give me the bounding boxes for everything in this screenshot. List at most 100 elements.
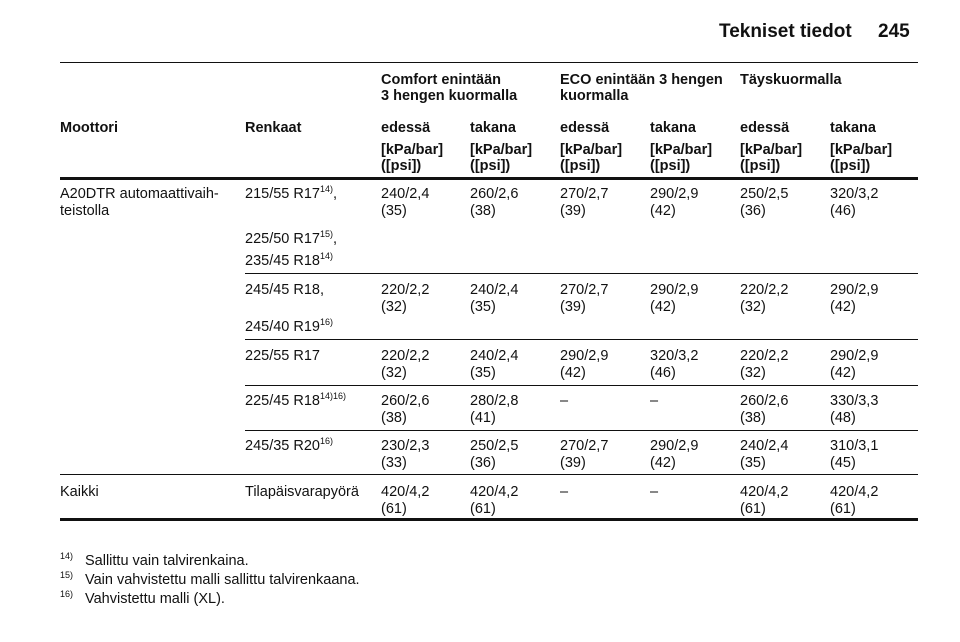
pressure: 320/3,2 [830, 186, 879, 202]
tyre-size: 245/35 R20 [245, 438, 320, 454]
footnote-ref: 14) [319, 251, 333, 261]
tyre-size: 225/50 R17 [245, 231, 320, 247]
pressure: 420/4,2 [830, 484, 879, 500]
footnote-ref: 14) [319, 184, 333, 194]
pressure: 290/2,9 [830, 348, 879, 364]
footnote-ref: 14)16) [319, 391, 346, 401]
tyre: 225/55 R17 [245, 348, 320, 365]
tyre: 225/45 R1814)16) [245, 391, 346, 410]
column-header: Renkaat [245, 120, 302, 136]
group-header: ECO enintään 3 hengen [560, 72, 723, 88]
footnote-mark: 14) [60, 551, 74, 561]
pressure: (42) [650, 299, 676, 315]
column-header: takana [470, 120, 516, 136]
rule [60, 177, 918, 180]
pressure: 240/2,4 [740, 438, 789, 454]
tyre-size: 245/40 R19 [245, 319, 320, 335]
tyre-size: 235/45 R18 [245, 253, 320, 269]
pressure: (35) [470, 299, 496, 315]
column-header: edessä [740, 120, 790, 136]
engine: Kaikki [60, 484, 99, 500]
pressure: – [560, 484, 569, 500]
unit-header: ([psi]) [650, 158, 691, 174]
page-title: Tekniset tiedot [719, 21, 852, 42]
tyre: 225/50 R1715), [245, 229, 338, 248]
pressure: (38) [381, 410, 407, 426]
pressure: 240/2,4 [470, 282, 519, 298]
pressure: 270/2,7 [560, 186, 609, 202]
pressure: (61) [381, 501, 407, 517]
column-header: edessä [381, 120, 431, 136]
pressure: (32) [740, 365, 766, 381]
pressure: (42) [650, 455, 676, 471]
column-header: edessä [560, 120, 610, 136]
pressure: 290/2,9 [560, 348, 609, 364]
footnote-mark: 15) [60, 570, 74, 580]
pressure: 290/2,9 [650, 186, 699, 202]
pressure: (42) [830, 365, 856, 381]
pressure: 280/2,8 [470, 393, 519, 409]
unit-header: ([psi]) [470, 158, 511, 174]
unit-header: [kPa/bar] [650, 142, 713, 158]
unit-header: [kPa/bar] [830, 142, 893, 158]
pressure: (32) [381, 365, 407, 381]
rule [245, 385, 918, 386]
rule [60, 474, 918, 475]
unit-header: [kPa/bar] [740, 142, 803, 158]
group-header: Comfort enintään [381, 72, 502, 88]
pressure: 220/2,2 [381, 348, 430, 364]
unit-header: [kPa/bar] [560, 142, 623, 158]
pressure: (61) [740, 501, 766, 517]
pressure: 330/3,3 [830, 393, 879, 409]
group-header: kuormalla [560, 88, 629, 104]
pressure: (42) [560, 365, 586, 381]
pressure: (35) [740, 455, 766, 471]
rule [245, 339, 918, 340]
rule [60, 518, 918, 521]
pressure: 220/2,2 [381, 282, 430, 298]
pressure: 260/2,6 [470, 186, 519, 202]
column-header: takana [650, 120, 696, 136]
tyre: 215/55 R1714), [245, 184, 338, 203]
pressure: 230/2,3 [381, 438, 430, 454]
footnote-text: Vain vahvistettu malli sallittu talviren… [85, 572, 360, 588]
pressure: 290/2,9 [830, 282, 879, 298]
unit-header: ([psi]) [560, 158, 601, 174]
footnote-ref: 15) [319, 229, 333, 239]
pressure: (35) [470, 365, 496, 381]
pressure: (42) [650, 203, 676, 219]
separator: , [333, 231, 338, 247]
unit-header: ([psi]) [740, 158, 781, 174]
group-header: Täyskuormalla [740, 72, 842, 88]
pressure: (32) [381, 299, 407, 315]
unit-header: [kPa/bar] [381, 142, 444, 158]
pressure: (42) [830, 299, 856, 315]
separator: , [333, 186, 338, 202]
pressure: 240/2,4 [381, 186, 430, 202]
pressure: 260/2,6 [740, 393, 789, 409]
pressure: (36) [470, 455, 496, 471]
pressure: (35) [381, 203, 407, 219]
rule [245, 430, 918, 431]
footnote-text: Sallittu vain talvirenkaina. [85, 553, 249, 569]
tyre-size: 215/55 R17 [245, 186, 320, 202]
tyre: 245/45 R18, [245, 282, 324, 299]
pressure: (39) [560, 455, 586, 471]
pressure: (39) [560, 299, 586, 315]
pressure: 420/4,2 [740, 484, 789, 500]
column-header: takana [830, 120, 876, 136]
tyre-size: 225/45 R18 [245, 393, 320, 409]
pressure: 320/3,2 [650, 348, 699, 364]
engine: A20DTR automaattivaih- [60, 186, 219, 202]
unit-header: ([psi]) [381, 158, 422, 174]
pressure: (46) [650, 365, 676, 381]
pressure: (48) [830, 410, 856, 426]
pressure: (36) [740, 203, 766, 219]
pressure: – [560, 393, 569, 409]
pressure: (38) [740, 410, 766, 426]
tyre: 245/40 R1916) [245, 318, 333, 336]
pressure: 420/4,2 [381, 484, 430, 500]
group-header: 3 hengen kuormalla [381, 88, 518, 104]
pressure: – [650, 393, 659, 409]
